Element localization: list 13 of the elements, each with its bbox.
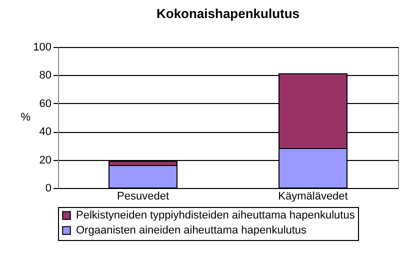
y-tick-label: 40 [39, 126, 52, 138]
y-tick-label: 100 [33, 42, 52, 54]
legend-label: Orgaanisten aineiden aiheuttama hapenkulutus [76, 224, 308, 236]
y-tick-label: 0 [45, 182, 52, 194]
y-axis-title: % [20, 112, 31, 124]
x-tick-label: Pesuvedet [117, 190, 169, 202]
y-tick-label: 80 [39, 70, 52, 82]
x-tick-label: Käymälävedet [278, 190, 348, 202]
y-tick-label: 60 [39, 98, 52, 110]
bar [108, 164, 178, 188]
y-tick-label: 20 [39, 154, 52, 166]
chart-title: Kokonaishapenkulutus [156, 6, 300, 21]
legend-label: Pelkistyneiden typpiyhdisteiden aiheuttama hapenkulutus [76, 210, 356, 222]
